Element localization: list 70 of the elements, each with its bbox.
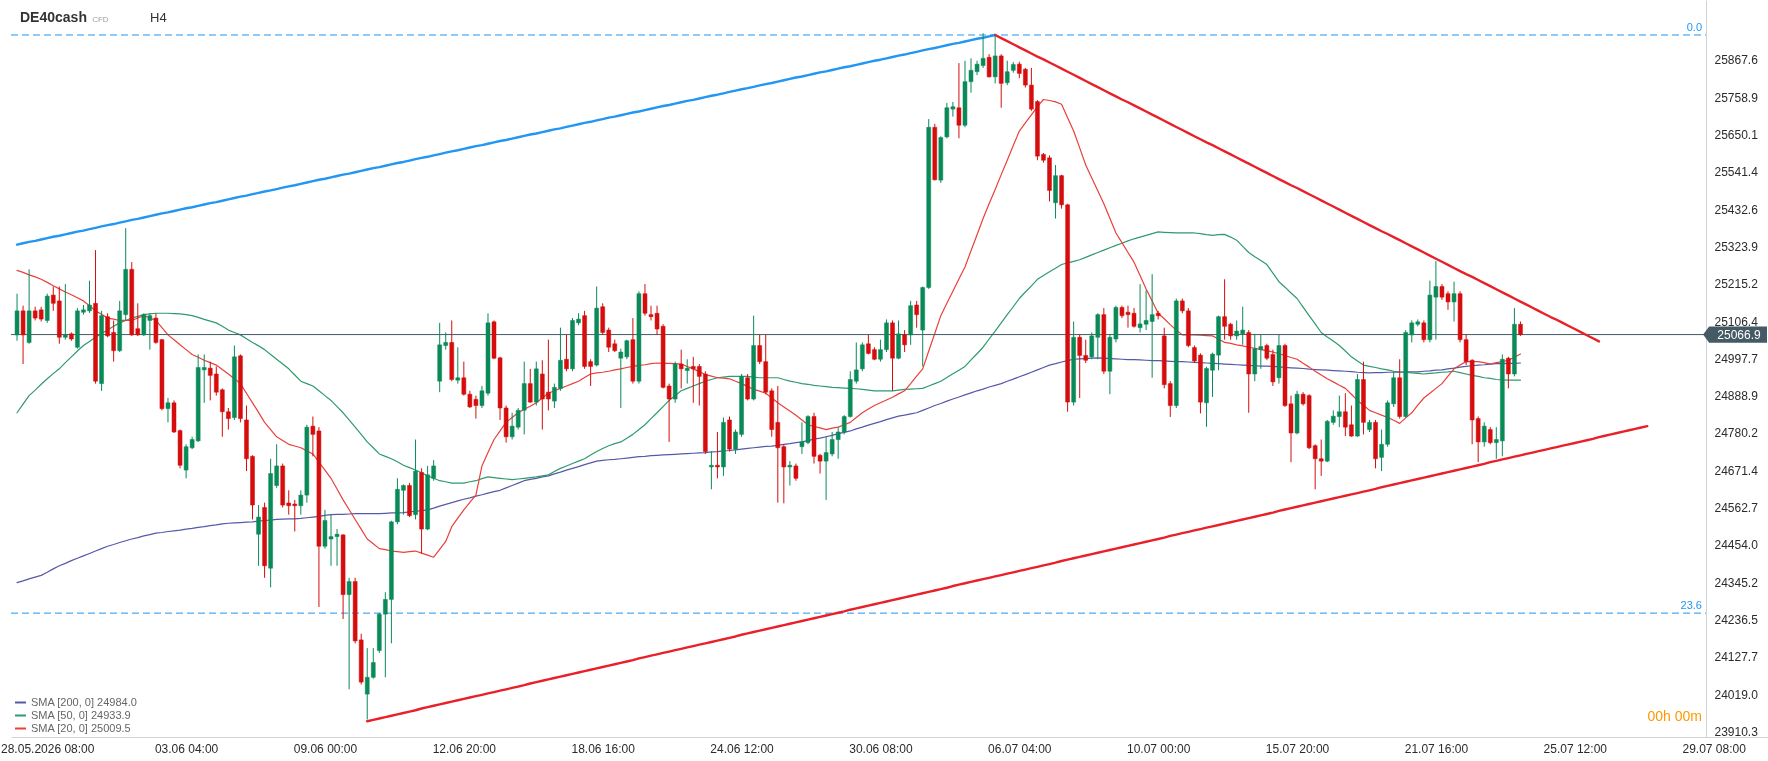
candlestick [455,346,461,385]
candlestick [956,62,962,139]
candlestick [678,349,684,389]
y-tick-label: 25432.6 [1714,202,1759,217]
candlestick [902,329,907,353]
legend-label: SMA [50, 0] 24933.9 [31,708,131,721]
y-tick-label: 25106.4 [1714,314,1759,329]
candlestick [684,358,690,385]
line-series [16,231,1522,484]
candlestick [63,283,68,341]
y-tick-label: 23910.3 [1714,724,1759,739]
candlestick [1451,281,1457,322]
x-tick-label: 09.06 00:00 [293,741,358,756]
y-tick-label: 25323.9 [1714,239,1759,254]
candlestick [564,334,569,372]
y-tick-label: 24997.7 [1714,351,1759,366]
y-tick-label: 24888.9 [1714,389,1759,404]
legend-label: SMA [200, 0] 24984.0 [31,695,137,708]
y-tick-label: 24780.2 [1714,426,1759,441]
y-tick-label: 25541.4 [1714,165,1759,180]
x-tick-label: 06.07 04:00 [988,741,1052,756]
x-tick-label: 30.06 08:00 [849,741,913,756]
y-tick-label: 24236.5 [1714,612,1759,627]
x-tick-label: 28.05.2026 08:00 [1,741,95,756]
candlestick [914,300,919,329]
y-tick-label: 25215.2 [1714,277,1759,292]
line-series [366,424,1649,723]
candlestick [745,373,750,401]
candlestick [709,451,714,490]
candlestick [787,460,793,486]
candlestick [165,397,171,423]
text: DE40cash [20,9,87,25]
candlestick [528,368,533,404]
candlestick [1506,356,1511,389]
candlestick [986,53,992,79]
candlestick [642,283,648,317]
line-series [16,98,1522,558]
line-series [993,33,1601,343]
x-tick-label: 25.07 12:00 [1543,741,1608,756]
y-tick-label: 24127.7 [1714,650,1759,665]
x-tick-label: 18.06 16:00 [571,741,636,756]
x-tick-label: 03.06 04:00 [154,741,219,756]
annotation: 23.6 [1680,599,1702,612]
y-tick-label: 24562.7 [1714,501,1759,516]
x-tick-label: 15.07 20:00 [1265,741,1330,756]
y-tick-label: 25758.9 [1714,90,1759,105]
x-tick-label: 29.07 08:00 [1682,741,1747,756]
x-tick-label: 24.06 12:00 [710,741,775,756]
y-tick-label: 24671.4 [1714,463,1759,478]
candlestick [346,577,352,690]
x-tick-label: 12.06 20:00 [432,741,497,756]
x-tick-label: 21.07 16:00 [1404,741,1469,756]
y-tick-label: 25867.6 [1714,53,1759,68]
candlestick [1004,60,1010,86]
annotation: 00h 00m [1647,708,1702,724]
ref-line-label: 25066.9 [1717,327,1762,342]
x-tick-label: 10.07 00:00 [1126,741,1191,756]
annotation: 0.0 [1686,21,1702,33]
y-tick-label: 25650.1 [1714,127,1759,142]
candlestick [256,504,261,567]
candlestick [715,431,720,479]
annotation: H4 [150,10,167,25]
annotation: CFD [92,15,109,24]
candlestick [992,34,998,84]
candlestick [1481,421,1487,448]
y-tick-label: 24019.0 [1714,687,1759,702]
y-tick-label: 24454.0 [1714,538,1759,553]
y-tick-label: 24345.2 [1714,575,1759,590]
candlestick [1421,319,1427,343]
legend-label: SMA [20, 0] 25009.5 [31,721,131,734]
